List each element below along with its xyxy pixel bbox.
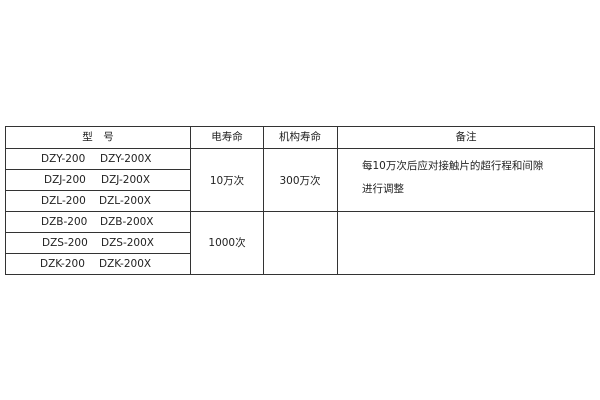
model-x-cell: DZB-200X xyxy=(100,216,154,228)
model-cell: DZJ-200 xyxy=(44,174,86,186)
model-cell: DZK-200 xyxy=(40,258,85,270)
table-border-right xyxy=(594,126,595,275)
model-x-cell: DZJ-200X xyxy=(101,174,151,186)
column-divider xyxy=(190,126,191,275)
model-cell: DZL-200 xyxy=(41,195,86,207)
model-x-cell: DZY-200X xyxy=(100,153,152,165)
header-mechanical-life: 机构寿命 xyxy=(279,131,321,143)
table-border-top xyxy=(5,126,595,127)
row-divider xyxy=(5,190,190,191)
model-x-cell: DZK-200X xyxy=(99,258,152,270)
header-electrical-life: 电寿命 xyxy=(211,131,243,143)
row-divider xyxy=(5,253,190,254)
model-cell: DZB-200 xyxy=(41,216,88,228)
electrical-life-group1: 10万次 xyxy=(209,175,245,187)
model-cell: DZS-200 xyxy=(42,237,88,249)
table-border-left xyxy=(5,126,6,275)
header-model: 型 号 xyxy=(82,131,114,143)
mechanical-life-group1: 300万次 xyxy=(279,175,321,187)
column-divider xyxy=(263,126,264,275)
header-divider xyxy=(5,148,595,149)
model-cell: DZY-200 xyxy=(41,153,86,165)
row-divider xyxy=(5,232,190,233)
electrical-life-group2: 1000次 xyxy=(208,237,246,249)
model-x-cell: DZS-200X xyxy=(101,237,154,249)
group-divider xyxy=(5,211,595,212)
header-remark: 备注 xyxy=(455,131,477,143)
column-divider xyxy=(337,126,338,275)
row-divider xyxy=(5,169,190,170)
remark-line1: 每10万次后应对接触片的超行程和间隙 xyxy=(362,160,544,172)
model-x-cell: DZL-200X xyxy=(99,195,151,207)
remark-line2: 进行调整 xyxy=(362,183,404,195)
table-border-bottom xyxy=(5,274,595,275)
